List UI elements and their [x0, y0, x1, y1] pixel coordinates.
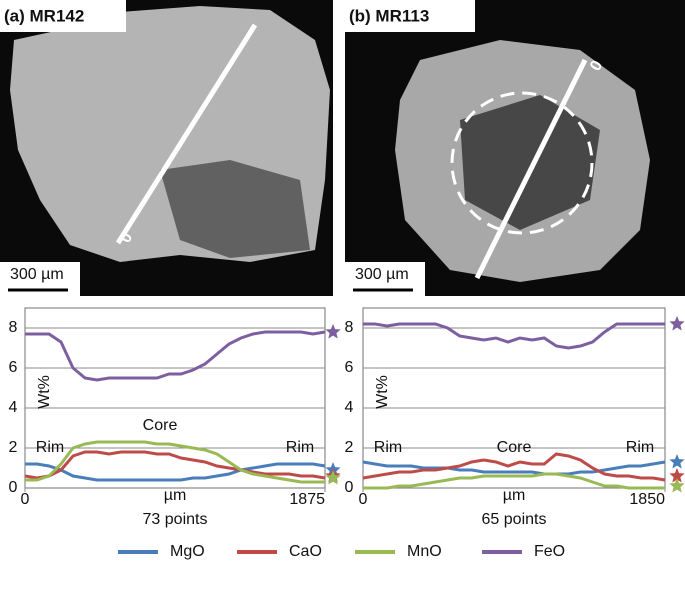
- series-line: [25, 462, 326, 482]
- star-marker: [669, 468, 685, 483]
- y-tick-label: 4: [9, 399, 18, 416]
- region-label: Rim: [626, 439, 654, 456]
- micrograph-a: [0, 0, 333, 296]
- x-tick-label: 1850: [629, 491, 665, 508]
- region-label: Rim: [36, 439, 64, 456]
- legend-label: FeO: [534, 543, 565, 560]
- y-tick-label: 8: [345, 319, 354, 336]
- region-label: Rim: [374, 439, 402, 456]
- legend-label: MgO: [170, 543, 205, 560]
- scale-bar-label: 300 µm: [10, 266, 64, 283]
- x-axis-label: µm: [164, 487, 187, 504]
- panel-label: (b) MR113: [349, 6, 429, 25]
- y-tick-label: 0: [345, 479, 354, 496]
- star-marker: [669, 316, 685, 331]
- y-tick-label: 2: [9, 439, 18, 456]
- region-label: Core: [497, 439, 532, 456]
- series-line: [362, 460, 666, 476]
- y-tick-label: 6: [9, 359, 18, 376]
- plot-frame: [362, 307, 666, 489]
- series-line: [362, 452, 666, 482]
- y-axis-label: Wt%: [374, 375, 391, 409]
- region-label: Rim: [286, 439, 314, 456]
- y-tick-label: 4: [345, 399, 354, 416]
- y-tick-label: 0: [9, 479, 18, 496]
- points-note: 65 points: [482, 511, 547, 528]
- series-line: [25, 330, 326, 382]
- star-marker: [669, 478, 685, 493]
- points-note: 73 points: [143, 511, 208, 528]
- x-tick-label: 0: [359, 491, 368, 508]
- region-label: Core: [143, 417, 178, 434]
- series-line: [25, 440, 325, 484]
- y-tick-label: 8: [9, 319, 18, 336]
- series-line: [363, 472, 665, 490]
- legend-label: CaO: [289, 543, 322, 560]
- star-marker: [325, 324, 341, 339]
- legend-label: MnO: [407, 543, 442, 560]
- y-tick-label: 6: [345, 359, 354, 376]
- x-axis-label: µm: [503, 487, 526, 504]
- x-tick-label: 1875: [289, 491, 325, 508]
- x-tick-label: 0: [21, 491, 30, 508]
- y-tick-label: 2: [345, 439, 354, 456]
- panel-label: (a) MR142: [4, 6, 84, 25]
- star-marker: [325, 470, 341, 485]
- scale-bar-label: 300 µm: [355, 266, 409, 283]
- y-axis-label: Wt%: [36, 375, 53, 409]
- star-marker: [669, 454, 685, 469]
- micrograph-b: [345, 0, 685, 296]
- series-line: [363, 322, 665, 350]
- series-line: [24, 450, 326, 480]
